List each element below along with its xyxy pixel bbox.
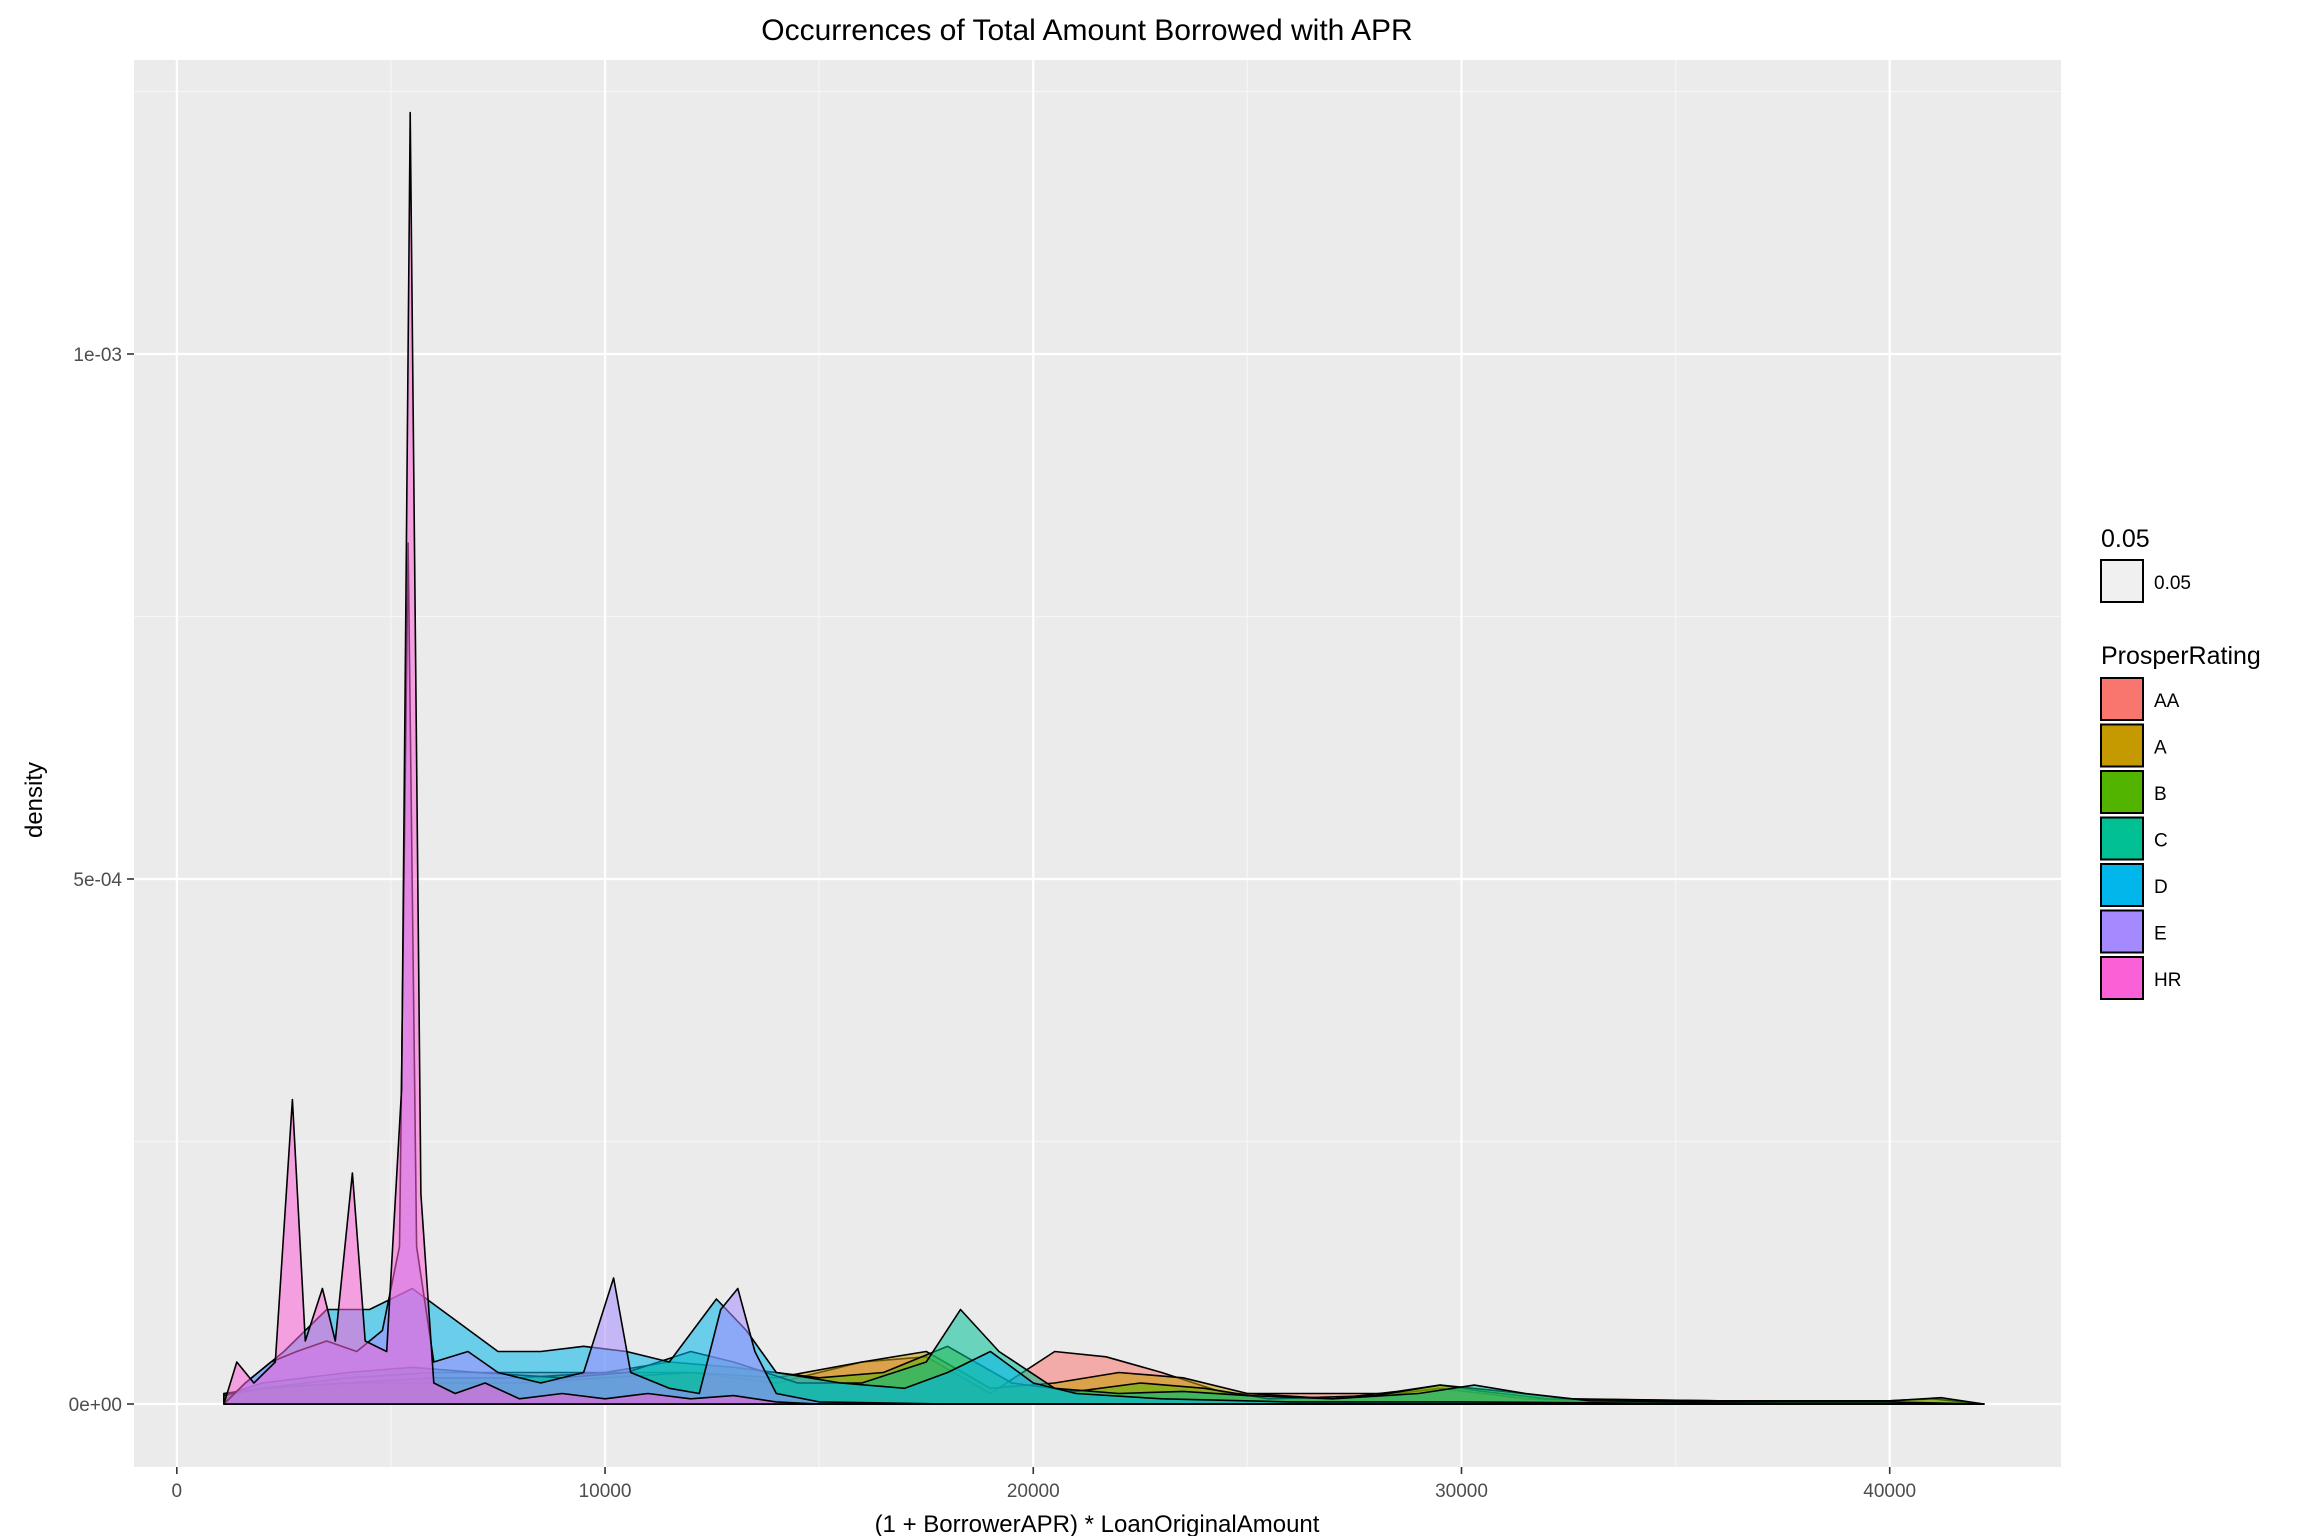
legend-key-e [2100,909,2144,954]
legend-key-hr [2100,956,2144,1000]
x-axis-title: (1 + BorrowerAPR) * LoanOriginalAmount [875,1511,1320,1536]
major-grid [134,60,2061,1467]
x-tick-label: 30000 [1435,1481,1488,1502]
y-tick-label: 1e-03 [73,345,122,366]
y-tick-label: 5e-04 [73,870,122,891]
density-areas [223,111,1985,1405]
legend-key-a [2100,723,2144,768]
y-axis-title: density [21,762,48,838]
alpha-legend: 0.05 0.05 [2100,525,2191,603]
legend-label-hr: HR [2154,970,2181,991]
density-area-hr [223,111,1985,1405]
y-tick-label: 0e+00 [69,1395,122,1416]
plot-panel [134,60,2061,1467]
x-tick-label: 20000 [1007,1481,1060,1502]
legend-label-d: D [2154,877,2168,898]
alpha-legend-title: 0.05 [2101,525,2150,553]
legend-key-d [2100,863,2144,907]
legend-label-b: B [2154,784,2167,805]
legend-label-a: A [2154,738,2167,759]
axes: 0 10000 20000 30000 40000 0e+00 5e-04 1e-03 [69,345,1917,1502]
legend-label-aa: AA [2154,691,2180,712]
minor-grid [134,60,2061,1467]
rating-legend-title: ProsperRating [2101,642,2261,670]
x-tick-label: 10000 [579,1481,632,1502]
legend-key-b [2100,770,2144,814]
legend-key-aa [2100,677,2144,721]
legend-label-e: E [2154,924,2167,945]
alpha-legend-key [2100,559,2144,603]
alpha-legend-label: 0.05 [2154,573,2191,594]
legend-label-c: C [2154,831,2168,852]
x-tick-label: 0 [172,1481,183,1502]
legend-key-c [2100,816,2144,861]
chart-title: Occurrences of Total Amount Borrowed wit… [761,14,1412,47]
x-tick-label: 40000 [1863,1481,1916,1502]
